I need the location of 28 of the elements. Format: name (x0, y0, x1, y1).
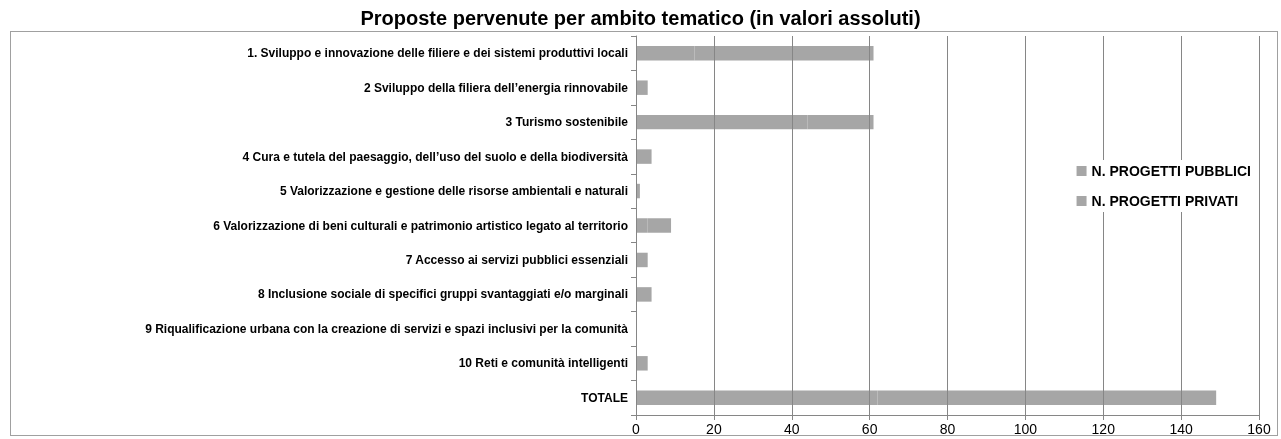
bar (636, 356, 648, 371)
y-tick-label: 4 Cura e tutela del paesaggio, dell’uso del suolo e della biodiversità (242, 149, 629, 164)
y-tick-label: 5 Valorizzazione e gestione delle risorse ambientali e naturali (279, 184, 628, 199)
x-tick-label: 20 (706, 421, 722, 437)
bar (636, 80, 648, 95)
bar (636, 149, 652, 164)
y-tick-label: TOTALE (581, 390, 628, 405)
x-tick-label: 120 (1091, 421, 1116, 437)
y-tick-label: 7 Accesso ai servizi pubblici essenziali (405, 252, 628, 267)
x-tick-label: 100 (1013, 421, 1038, 437)
bar (636, 252, 648, 268)
x-tick-label: 0 (632, 421, 641, 437)
y-tick-label: 8 Inclusione sociale di specifici gruppi svantaggiati e/o marginali (257, 287, 628, 302)
legend-label: N. PROGETTI PUBBLICI (1091, 163, 1251, 179)
y-tick-label: 6 Valorizzazione di beni culturali e patrimonio artistico legato al territorio (213, 218, 628, 233)
y-tick-label: 1. Sviluppo e innovazione delle filiere e dei sistemi produttivi locali (247, 46, 628, 61)
bar (636, 287, 652, 302)
y-tick-label: 10 Reti e comunità intelligenti (458, 356, 628, 371)
x-tick-label: 40 (783, 421, 800, 437)
x-tick-label: 80 (939, 421, 956, 437)
y-tick-label: 9 Riqualificazione urbana con la creazione di servizi e spazi inclusivi per la comunità (145, 321, 629, 336)
x-tick-label: 160 (1247, 421, 1271, 437)
y-tick-label: 3 Turismo sostenibile (505, 115, 629, 130)
x-tick-label: 60 (861, 421, 878, 437)
y-tick-label: 2 Sviluppo della filiera dell’energia rinnovabile (363, 80, 629, 95)
chart-title: Proposte pervenute per ambito tematico (in valori assoluti) (360, 7, 921, 29)
x-tick-label: 140 (1169, 421, 1194, 437)
legend-label: N. PROGETTI PRIVATI (1091, 193, 1239, 209)
